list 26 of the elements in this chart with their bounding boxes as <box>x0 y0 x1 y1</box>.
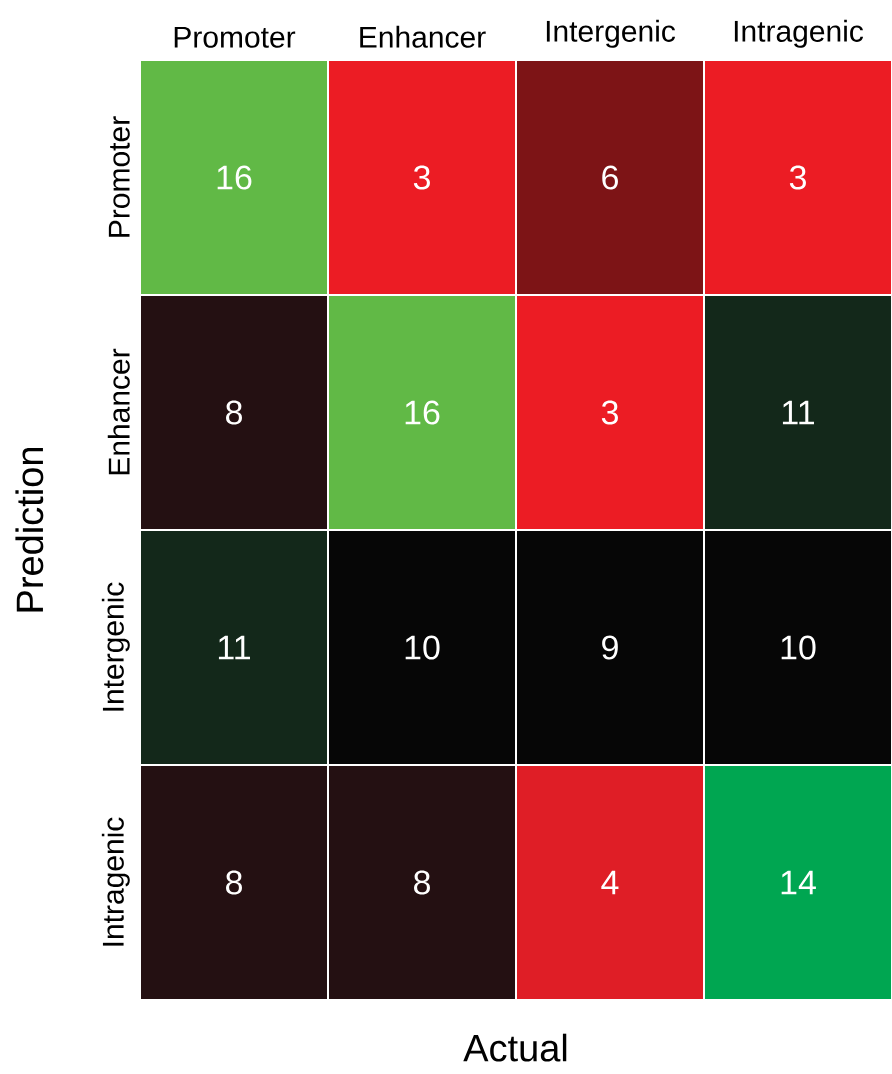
x-tick-label: Promoter <box>174 26 296 48</box>
y-tick-label: Promoter <box>108 116 130 237</box>
data-label: 14 <box>781 870 816 895</box>
data-label: 6 <box>602 165 618 190</box>
y-tick-label: Intragenic <box>101 817 130 946</box>
x-tick-label: Intragenic <box>734 19 864 48</box>
data-label: 10 <box>405 635 440 660</box>
x-tick-label: Intergenic <box>546 19 676 48</box>
data-label: 3 <box>601 400 618 425</box>
y-tick-label: Enhancer <box>107 348 130 475</box>
x-tick-label: Enhancer <box>360 25 486 48</box>
data-label: 3 <box>413 165 430 190</box>
data-label: 10 <box>781 635 816 660</box>
data-label: 8 <box>226 870 242 895</box>
data-label: 3 <box>789 165 806 190</box>
data-label: 11 <box>218 635 250 660</box>
data-label: 11 <box>782 400 814 425</box>
data-label: 9 <box>602 635 618 660</box>
x-axis-title: Actual <box>463 1033 567 1062</box>
data-label: 8 <box>226 400 242 425</box>
data-label: 4 <box>601 870 619 895</box>
data-label: 8 <box>414 870 430 895</box>
data-label: 16 <box>405 400 440 425</box>
y-tick-label: Intergenic <box>101 582 130 711</box>
y-axis-title: Prediction <box>15 448 44 612</box>
data-label: 16 <box>217 165 252 190</box>
